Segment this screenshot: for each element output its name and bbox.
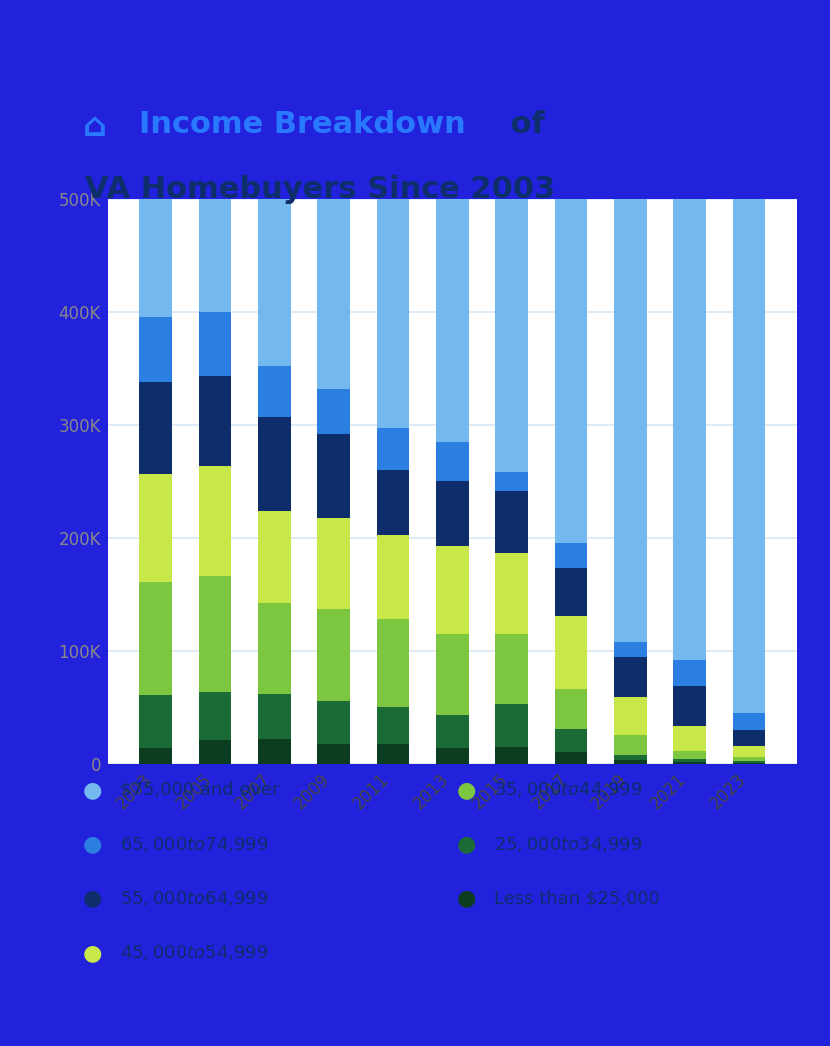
Bar <box>317 609 350 702</box>
Bar <box>496 747 528 764</box>
Bar <box>614 754 647 760</box>
Text: Less than $25,000: Less than $25,000 <box>494 889 660 908</box>
Bar <box>554 568 588 616</box>
Bar <box>139 317 172 382</box>
Bar <box>377 199 409 428</box>
Bar <box>258 604 290 693</box>
Bar <box>554 616 588 689</box>
Bar <box>258 416 290 510</box>
Text: of: of <box>500 110 545 139</box>
Text: VA Homebuyers Since 2003: VA Homebuyers Since 2003 <box>85 175 555 204</box>
Bar <box>377 470 409 536</box>
Text: $75,000 and over: $75,000 and over <box>120 780 280 799</box>
Text: ●: ● <box>457 779 476 800</box>
Bar <box>198 576 232 692</box>
Bar <box>377 619 409 707</box>
Bar <box>436 199 469 441</box>
Bar <box>377 536 409 619</box>
Bar <box>733 757 765 761</box>
Bar <box>733 730 765 746</box>
Bar <box>139 199 172 317</box>
Bar <box>139 695 172 748</box>
Bar <box>673 660 706 685</box>
Text: $55,000 to $64,999: $55,000 to $64,999 <box>120 889 269 908</box>
Bar <box>496 634 528 704</box>
Bar <box>198 377 232 467</box>
Bar <box>614 657 647 697</box>
Text: ●: ● <box>83 942 102 963</box>
Bar <box>198 467 232 576</box>
Text: ●: ● <box>83 834 102 855</box>
Bar <box>139 382 172 475</box>
Bar <box>436 546 469 634</box>
Bar <box>198 312 232 377</box>
Bar <box>436 481 469 546</box>
Bar <box>673 726 706 751</box>
Bar <box>733 712 765 730</box>
Bar <box>554 543 588 568</box>
Bar <box>733 746 765 757</box>
Bar <box>436 634 469 715</box>
Text: $65,000 to $74,999: $65,000 to $74,999 <box>120 835 269 854</box>
Text: ●: ● <box>83 779 102 800</box>
Bar <box>496 199 528 472</box>
Bar <box>673 199 706 660</box>
Bar <box>496 553 528 634</box>
Bar <box>554 199 588 543</box>
Bar <box>139 582 172 695</box>
Bar <box>496 472 528 492</box>
Bar <box>614 735 647 754</box>
Bar <box>139 475 172 582</box>
Bar <box>614 641 647 657</box>
Bar <box>317 745 350 764</box>
Bar <box>673 751 706 759</box>
Bar <box>673 763 706 764</box>
Bar <box>436 715 469 748</box>
Bar <box>554 752 588 764</box>
Bar <box>436 748 469 764</box>
Bar <box>377 428 409 470</box>
Bar <box>673 685 706 726</box>
Bar <box>317 388 350 434</box>
Bar <box>317 199 350 388</box>
Bar <box>614 199 647 641</box>
Bar <box>258 366 290 416</box>
Bar <box>733 761 765 763</box>
Bar <box>317 519 350 609</box>
Bar <box>614 697 647 735</box>
Bar <box>496 492 528 553</box>
Text: $35,000 to $44,999: $35,000 to $44,999 <box>494 780 642 799</box>
Bar <box>733 199 765 712</box>
Bar <box>258 738 290 764</box>
Bar <box>258 510 290 604</box>
Bar <box>554 689 588 729</box>
Bar <box>317 702 350 745</box>
Text: ●: ● <box>457 834 476 855</box>
Bar <box>436 441 469 481</box>
Bar <box>554 729 588 752</box>
Bar <box>317 434 350 519</box>
Text: ●: ● <box>457 888 476 909</box>
Bar <box>198 692 232 740</box>
Text: $25,000 to $34,999: $25,000 to $34,999 <box>494 835 642 854</box>
Bar <box>198 740 232 764</box>
Text: $45,000 to $54,999: $45,000 to $54,999 <box>120 943 269 962</box>
Bar <box>496 704 528 747</box>
Bar <box>377 745 409 764</box>
Bar <box>258 199 290 366</box>
Text: Income Breakdown: Income Breakdown <box>139 110 466 139</box>
Bar <box>198 199 232 312</box>
Bar <box>377 707 409 745</box>
Bar <box>139 748 172 764</box>
Bar <box>673 759 706 763</box>
Text: ●: ● <box>83 888 102 909</box>
Bar <box>258 693 290 738</box>
Bar <box>614 760 647 764</box>
Text: ⌂: ⌂ <box>83 110 107 143</box>
